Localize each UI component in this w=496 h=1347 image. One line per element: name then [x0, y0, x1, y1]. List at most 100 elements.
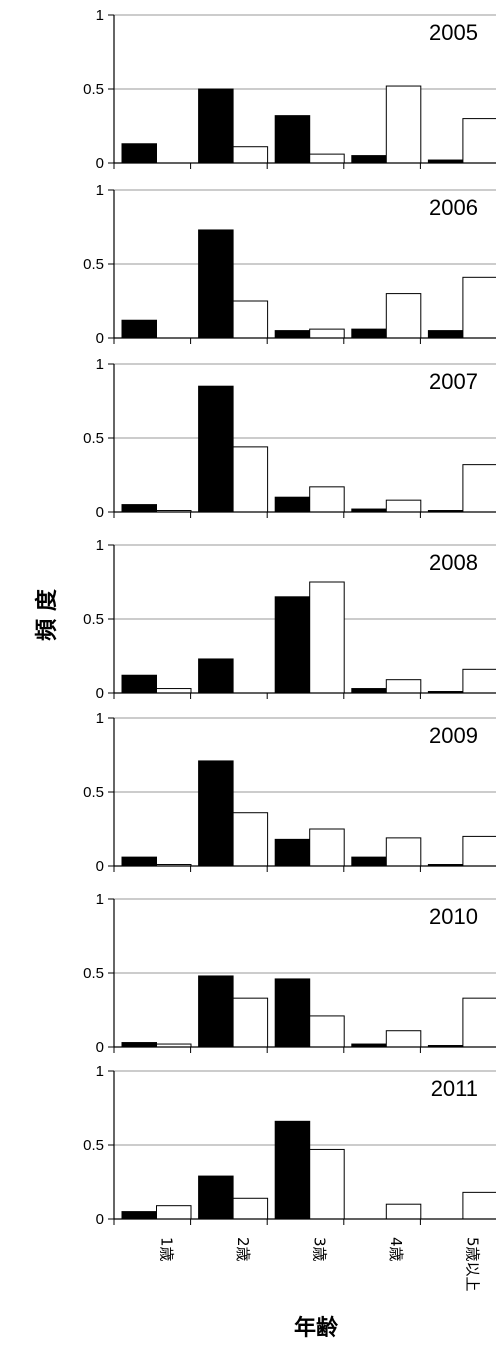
- chart-panel: 0 0.5 1 2006: [83, 182, 496, 347]
- bar-white: [462, 464, 496, 513]
- chart-panel: 0 0.5 1 2007: [83, 356, 496, 521]
- bar-white: [309, 328, 345, 339]
- y-tick-label: 1: [96, 7, 104, 24]
- chart-panel: 0 0.5 1 2009: [83, 710, 496, 875]
- y-tick-label: 1: [96, 182, 104, 199]
- panel-year-title: 2006: [429, 195, 478, 220]
- bar-black: [121, 1042, 157, 1048]
- bar-white: [232, 446, 269, 513]
- bar-black: [121, 143, 157, 164]
- y-tick-label: 0: [96, 858, 104, 875]
- bar-black: [274, 330, 311, 339]
- bar-white: [462, 118, 496, 164]
- y-tick-label: 0.5: [83, 784, 104, 801]
- x-tick-label: 1歳: [157, 1237, 175, 1262]
- y-tick-label: 1: [96, 537, 104, 554]
- bar-black: [274, 978, 311, 1048]
- x-tick-label: 2歳: [234, 1237, 252, 1262]
- bar-black: [121, 319, 157, 339]
- y-tick-label: 0.5: [83, 965, 104, 982]
- bar-white: [462, 1191, 496, 1220]
- chart-panel: 0 0.5 1 2011: [83, 1063, 496, 1228]
- bar-white: [385, 1203, 422, 1220]
- bar-black: [274, 838, 311, 867]
- bar-white: [385, 293, 422, 339]
- chart-panels: 0 0.5 1 2005 0 0.5 1 2006 0 0.5 1 2007 0 0.5 1 2008 0 0.5…: [83, 7, 496, 1228]
- bar-white: [232, 300, 269, 339]
- bar-black: [274, 115, 311, 164]
- bar-black: [121, 674, 157, 694]
- bar-white: [462, 997, 496, 1048]
- bar-white: [156, 688, 192, 694]
- bar-white: [385, 85, 422, 164]
- bar-black: [198, 658, 234, 694]
- bar-white: [309, 1015, 345, 1048]
- y-tick-label: 0: [96, 1039, 104, 1056]
- bar-black: [274, 1120, 311, 1220]
- x-tick-label: 4歳: [387, 1237, 405, 1262]
- panel-year-title: 2011: [431, 1076, 478, 1101]
- y-axis-label: 頻 度: [34, 588, 60, 641]
- bar-white: [232, 1197, 269, 1220]
- x-tick-label: 3歳: [311, 1237, 329, 1262]
- y-tick-label: 0: [96, 685, 104, 702]
- bar-white: [156, 1205, 192, 1220]
- panel-year-title: 2008: [429, 550, 478, 575]
- bar-white: [385, 679, 422, 694]
- bar-white: [462, 276, 496, 339]
- y-tick-label: 0: [96, 504, 104, 521]
- panel-year-title: 2010: [429, 904, 478, 929]
- bar-black: [121, 504, 157, 513]
- x-category-labels: 1歳 2歳 3歳 4歳 5歳以上: [157, 1237, 481, 1292]
- bar-black: [198, 229, 234, 339]
- y-tick-label: 0.5: [83, 430, 104, 447]
- bar-black: [198, 975, 234, 1048]
- bar-white: [309, 486, 345, 513]
- bar-black: [121, 856, 157, 867]
- bar-black: [198, 385, 234, 513]
- bar-white: [309, 828, 345, 867]
- y-tick-label: 0: [96, 330, 104, 347]
- bar-black: [351, 856, 387, 867]
- bar-white: [385, 1030, 422, 1048]
- panel-year-title: 2009: [429, 723, 478, 748]
- bar-white: [385, 499, 422, 513]
- panel-year-title: 2007: [429, 369, 478, 394]
- bar-black: [198, 88, 234, 164]
- x-axis-label: 年齢: [294, 1315, 339, 1341]
- bar-white: [232, 146, 269, 164]
- bar-black: [351, 328, 387, 339]
- bar-white: [385, 837, 422, 867]
- chart-panel: 0 0.5 1 2008: [83, 537, 496, 702]
- y-tick-label: 1: [96, 891, 104, 908]
- bar-black: [274, 496, 311, 513]
- bar-white: [232, 997, 269, 1048]
- chart-panel: 0 0.5 1 2005: [83, 7, 496, 172]
- bar-white: [309, 1148, 345, 1220]
- y-tick-label: 1: [96, 710, 104, 727]
- bar-white: [232, 812, 269, 867]
- chart-panel: 0 0.5 1 2010: [83, 891, 496, 1056]
- y-tick-label: 0.5: [83, 1137, 104, 1154]
- y-tick-label: 0: [96, 1211, 104, 1228]
- bar-black: [351, 688, 387, 694]
- bar-black: [198, 760, 234, 867]
- y-tick-label: 0.5: [83, 256, 104, 273]
- bar-black: [121, 1211, 157, 1220]
- y-tick-label: 1: [96, 356, 104, 373]
- bar-black: [427, 330, 464, 339]
- bar-white: [462, 835, 496, 867]
- y-tick-label: 0.5: [83, 611, 104, 628]
- bar-white: [309, 153, 345, 164]
- bar-white: [462, 668, 496, 694]
- bar-black: [198, 1175, 234, 1220]
- y-tick-label: 0.5: [83, 81, 104, 98]
- bar-black: [351, 155, 387, 164]
- y-tick-label: 0: [96, 155, 104, 172]
- bar-black: [274, 596, 311, 694]
- x-tick-label: 5歳以上: [464, 1237, 482, 1292]
- y-tick-label: 1: [96, 1063, 104, 1080]
- panel-year-title: 2005: [429, 20, 478, 45]
- bar-white: [309, 581, 345, 694]
